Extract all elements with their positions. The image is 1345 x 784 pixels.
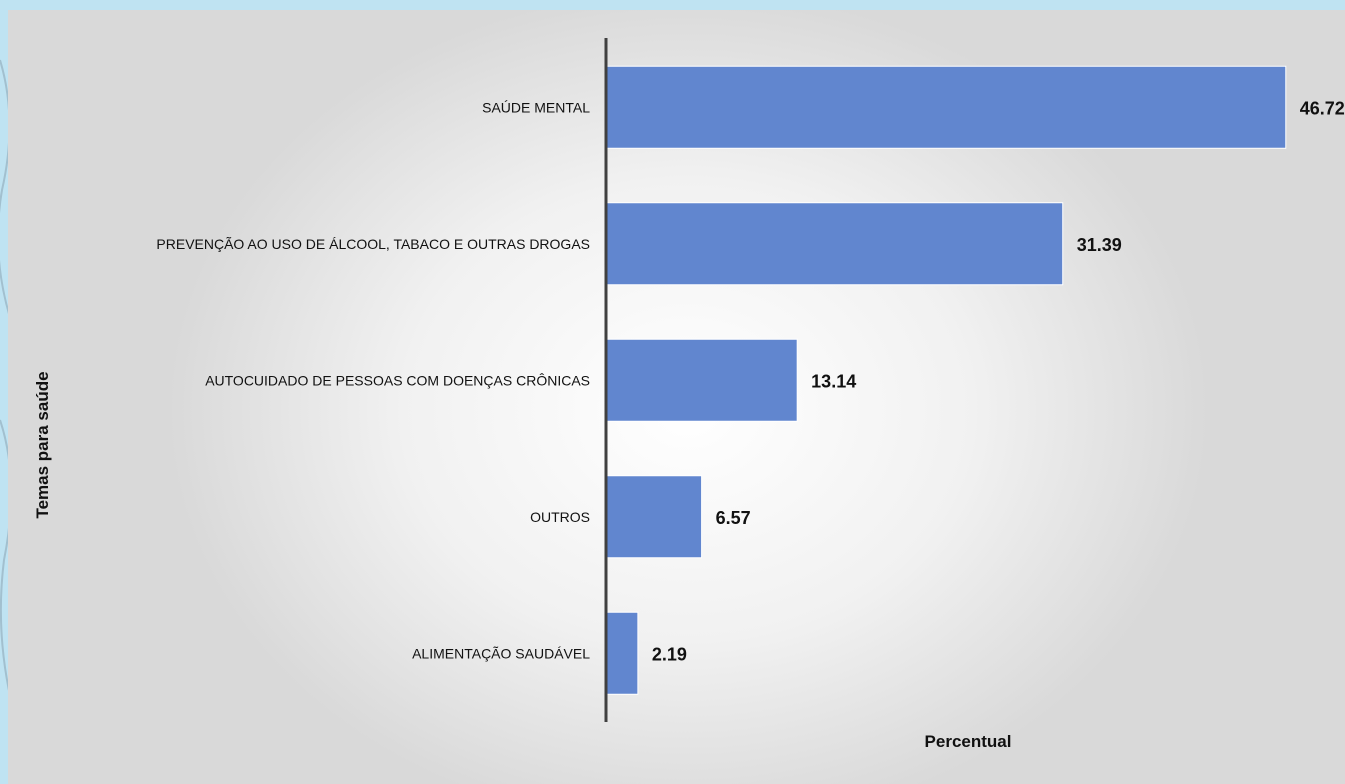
bar [605,338,798,422]
x-axis-title: Percentual [925,732,1012,751]
bar [605,202,1064,286]
category-label: SAÚDE MENTAL [482,99,590,115]
y-axis-title: Temas para saúde [33,371,52,518]
bars-layer [605,65,1287,695]
category-label: OUTROS [530,509,590,525]
value-label: 2.19 [652,644,687,664]
category-label: AUTOCUIDADO DE PESSOAS COM DOENÇAS CRÔNI… [205,372,590,388]
bar [605,65,1287,149]
bar [605,475,703,559]
category-labels: SAÚDE MENTAL PREVENÇÃO AO USO DE ÁLCOOL, … [156,99,590,661]
value-label: 46.72 [1300,98,1345,118]
value-label: 31.39 [1077,235,1122,255]
category-label: PREVENÇÃO AO USO DE ÁLCOOL, TABACO E OUT… [156,236,590,252]
value-label: 13.14 [811,371,856,391]
category-label: ALIMENTAÇÃO SAUDÁVEL [412,645,590,661]
value-labels: 46.72 31.39 13.14 6.57 2.19 [652,98,1345,664]
bar [605,611,639,695]
value-label: 6.57 [716,508,751,528]
